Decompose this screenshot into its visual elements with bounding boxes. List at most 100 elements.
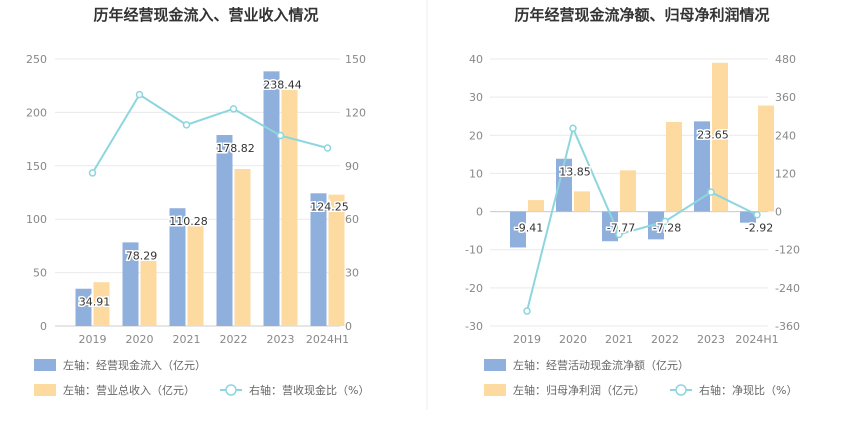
bar-secondary <box>666 121 682 212</box>
right-axis-tick-label: 60 <box>345 213 359 226</box>
line-point <box>523 307 531 315</box>
x-axis-tick-label: 2022 <box>220 333 248 346</box>
left-axis-tick-label: 10 <box>469 167 483 180</box>
chart-right: 历年经营现金流净额、归母净利润情况 -30 -20 -10 0 10 20 30 40 -360 -… <box>465 6 800 397</box>
bar-data-label: 124.25 <box>310 200 349 213</box>
series-line <box>91 93 328 174</box>
bar-primary <box>648 211 664 240</box>
right-axis-tick-label: 120 <box>775 167 796 180</box>
left-axis-tick-label: -30 <box>465 320 483 333</box>
bar-data-label: 13.85 <box>559 166 591 179</box>
left-axis-tick-label: 200 <box>26 106 47 119</box>
bar-primary <box>694 121 710 212</box>
left-axis-tick-label: -20 <box>465 282 483 295</box>
bar-data-label: 23.65 <box>697 128 729 141</box>
bar-data-label: -7.77 <box>607 222 635 235</box>
line-point <box>135 90 144 99</box>
bar-data-label: 34.91 <box>79 296 111 309</box>
bar-primary <box>510 211 526 248</box>
x-axis-tick-label: 2023 <box>697 333 725 346</box>
left-axis-tick-label: 30 <box>469 91 483 104</box>
bar-primary <box>122 242 139 326</box>
right-axis-tick-label: 240 <box>775 129 796 142</box>
right-axis-tick-label: 150 <box>345 53 366 66</box>
line-point <box>229 105 238 113</box>
bar-secondary <box>528 200 544 212</box>
legend-label: 左轴：归母净利润（亿元） <box>513 383 645 397</box>
bar-primary <box>602 211 618 242</box>
x-axis-tick-label: 2021 <box>173 333 201 346</box>
bar-secondary <box>187 222 204 326</box>
right-axis-tick-label: 0 <box>345 320 352 333</box>
bar-secondary <box>234 169 251 326</box>
series-line <box>526 125 758 312</box>
x-axis-tick-label: 2019 <box>513 333 541 346</box>
line-point <box>182 121 191 129</box>
legend-swatch <box>34 359 56 371</box>
right-axis-tick-label: 30 <box>345 267 359 280</box>
left-axis-tick-label: 20 <box>469 129 483 142</box>
chart-left: 历年经营现金流入、营业收入情况 0 50 100 150 200 250 0 30 60 90 120… <box>26 6 369 397</box>
bar-data-label: 238.44 <box>263 78 302 91</box>
bar-data-label: -2.92 <box>745 222 773 235</box>
bar-data-label: -9.41 <box>515 222 543 235</box>
line-point <box>661 217 669 226</box>
x-axis-tick-label: 2024H1 <box>306 333 349 346</box>
bar-data-label: 178.82 <box>216 142 255 155</box>
bar-secondary <box>93 282 110 326</box>
bar-secondary <box>620 170 636 212</box>
line-point <box>615 230 623 239</box>
left-axis-tick-label: 0 <box>40 320 47 333</box>
legend-swatch <box>484 384 506 396</box>
bar-secondary <box>281 89 298 326</box>
x-axis-tick-label: 2024H1 <box>735 333 778 346</box>
right-axis-tick-label: -360 <box>775 320 800 333</box>
x-axis-tick-label: 2021 <box>605 333 633 346</box>
right-axis-tick-label: -120 <box>775 244 800 257</box>
legend-swatch <box>484 359 506 371</box>
bar-data-label: -7.28 <box>653 222 681 235</box>
bar-primary <box>740 211 756 223</box>
chart-title: 历年经营现金流入、营业收入情况 <box>93 6 318 24</box>
line-point <box>88 169 97 177</box>
right-axis-tick-label: 0 <box>775 206 782 219</box>
left-axis-tick-label: 50 <box>33 267 47 280</box>
bar-data-label: 78.29 <box>126 249 158 262</box>
legend-label: 右轴：净现比（%） <box>699 383 797 397</box>
x-axis-tick-label: 2020 <box>126 333 154 346</box>
bar-data-label: 110.28 <box>169 215 208 228</box>
bar-secondary <box>758 105 774 212</box>
bar-secondary <box>574 191 590 212</box>
legend-label: 右轴：营收现金比（%） <box>249 383 369 397</box>
legend-swatch <box>34 384 56 396</box>
x-axis-tick-label: 2020 <box>559 333 587 346</box>
bar-primary <box>169 208 186 326</box>
bar-primary <box>310 193 327 326</box>
left-axis-tick-label: -10 <box>465 244 483 257</box>
legend-label: 左轴：营业总收入（亿元） <box>63 383 195 397</box>
legend-label: 左轴：经营现金流入（亿元） <box>63 358 206 372</box>
legend-marker <box>675 384 687 396</box>
chart-title: 历年经营现金流净额、归母净利润情况 <box>514 6 769 24</box>
right-axis-tick-label: -240 <box>775 282 800 295</box>
right-axis-tick-label: 480 <box>775 53 796 66</box>
bar-primary <box>556 158 572 212</box>
legend-marker <box>225 384 237 396</box>
right-axis-tick-label: 90 <box>345 160 359 173</box>
line-point <box>569 124 577 133</box>
right-axis-tick-label: 120 <box>345 106 366 119</box>
left-axis-tick-label: 0 <box>476 206 483 219</box>
bar-primary <box>263 71 280 327</box>
x-axis-tick-label: 2022 <box>651 333 679 346</box>
left-axis-tick-label: 100 <box>26 213 47 226</box>
right-axis-tick-label: 360 <box>775 91 796 104</box>
bar-secondary <box>712 62 728 212</box>
left-axis-tick-label: 250 <box>26 53 47 66</box>
line-point <box>753 211 761 219</box>
bar-primary <box>216 135 233 326</box>
x-axis-tick-label: 2019 <box>79 333 107 346</box>
bar-secondary <box>140 260 157 326</box>
line-point <box>707 188 715 196</box>
